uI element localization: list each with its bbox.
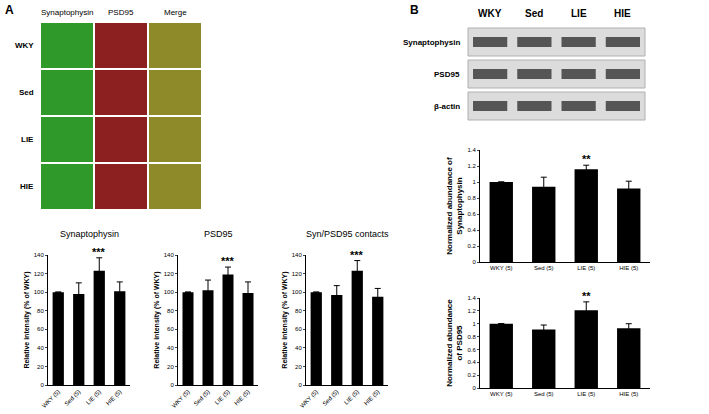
svg-text:20: 20 [167,364,174,370]
svg-text:WKY (5): WKY (5) [490,391,513,397]
svg-text:1.2: 1.2 [467,163,476,169]
svg-text:0: 0 [170,382,174,388]
svg-text:60: 60 [167,326,174,332]
svg-text:80: 80 [37,308,44,314]
svg-text:120: 120 [164,271,175,277]
svg-text:1.2: 1.2 [467,308,476,314]
svg-text:B: B [410,3,419,17]
svg-text:Sed: Sed [525,8,543,19]
svg-text:**: ** [582,290,591,302]
svg-text:HIE (5): HIE (5) [233,389,251,407]
svg-text:80: 80 [167,308,174,314]
svg-text:0: 0 [472,385,476,391]
svg-text:LIE (5): LIE (5) [577,265,595,271]
svg-text:Relative intensity (% of WKY): Relative intensity (% of WKY) [281,271,289,368]
svg-text:***: *** [350,249,364,261]
svg-text:Sed: Sed [19,88,34,97]
svg-text:Merge: Merge [164,8,187,17]
svg-text:Synaptophysin: Synaptophysin [41,8,93,17]
svg-text:PSD95: PSD95 [204,229,233,239]
svg-text:A: A [5,3,14,17]
svg-text:HIE (5): HIE (5) [105,389,123,407]
svg-text:1: 1 [472,179,476,185]
svg-text:0.6: 0.6 [467,347,476,353]
svg-text:LIE (5): LIE (5) [343,389,360,406]
svg-text:0: 0 [298,382,302,388]
svg-text:Sed (5): Sed (5) [193,389,211,407]
svg-text:LIE (5): LIE (5) [214,389,231,406]
svg-text:Normalized abundance ofSynapto: Normalized abundance ofSynaptophysin [445,157,464,255]
svg-text:0: 0 [472,259,476,265]
svg-text:60: 60 [37,326,44,332]
svg-text:***: *** [221,255,235,267]
svg-text:40: 40 [167,345,174,351]
svg-text:0.6: 0.6 [467,211,476,217]
svg-text:Relative intensity (% of WKY): Relative intensity (% of WKY) [153,271,161,368]
svg-text:HIE: HIE [614,8,631,19]
svg-text:1: 1 [472,321,476,327]
svg-text:HIE (5): HIE (5) [363,389,381,407]
svg-text:0.4: 0.4 [467,227,476,233]
svg-text:60: 60 [295,326,302,332]
svg-text:40: 40 [295,345,302,351]
svg-text:140: 140 [34,252,45,258]
svg-text:0.4: 0.4 [467,359,476,365]
svg-text:20: 20 [37,364,44,370]
svg-text:LIE: LIE [21,135,34,144]
svg-text:0.8: 0.8 [467,195,476,201]
svg-text:WKY: WKY [15,41,34,50]
svg-text:Sed (5): Sed (5) [321,389,339,407]
svg-text:140: 140 [292,252,303,258]
svg-text:140: 140 [164,252,175,258]
svg-text:Sed (5): Sed (5) [534,391,554,397]
svg-text:100: 100 [164,289,175,295]
svg-text:120: 120 [292,271,303,277]
svg-text:Syn/PSD95 contacts: Syn/PSD95 contacts [306,229,389,239]
svg-text:1.4: 1.4 [467,147,476,153]
svg-text:Synaptophysin: Synaptophysin [60,229,119,239]
svg-text:WKY (5): WKY (5) [299,389,319,409]
svg-text:PSD95: PSD95 [434,70,460,79]
svg-text:LIE: LIE [571,8,587,19]
svg-text:WKY: WKY [478,8,502,19]
svg-text:WKY (5): WKY (5) [490,265,513,271]
svg-text:HIE: HIE [20,182,34,191]
svg-text:0.2: 0.2 [467,372,476,378]
svg-text:120: 120 [34,271,45,277]
svg-text:20: 20 [295,364,302,370]
svg-text:0.2: 0.2 [467,243,476,249]
svg-text:WKY (5): WKY (5) [41,389,61,409]
svg-text:β-actin: β-actin [434,102,460,111]
svg-text:Sed (5): Sed (5) [534,265,554,271]
svg-text:1.4: 1.4 [467,295,476,301]
svg-text:**: ** [582,153,591,165]
svg-text:0: 0 [40,382,44,388]
svg-text:0.8: 0.8 [467,334,476,340]
svg-text:Normalized abundanceof PSD95: Normalized abundanceof PSD95 [445,299,464,387]
svg-text:100: 100 [34,289,45,295]
svg-text:Relative intensity (% of WKY): Relative intensity (% of WKY) [23,271,31,368]
svg-text:100: 100 [292,289,303,295]
svg-text:Synaptophysin: Synaptophysin [403,38,460,47]
svg-text:Sed (5): Sed (5) [63,389,81,407]
svg-text:HIE (5): HIE (5) [619,265,638,271]
svg-text:***: *** [92,246,106,258]
svg-text:PSD95: PSD95 [108,8,134,17]
svg-text:WKY (5): WKY (5) [171,389,191,409]
svg-text:LIE (5): LIE (5) [85,389,102,406]
svg-text:40: 40 [37,345,44,351]
svg-text:80: 80 [295,308,302,314]
svg-text:LIE (5): LIE (5) [577,391,595,397]
svg-text:HIE (5): HIE (5) [619,391,638,397]
